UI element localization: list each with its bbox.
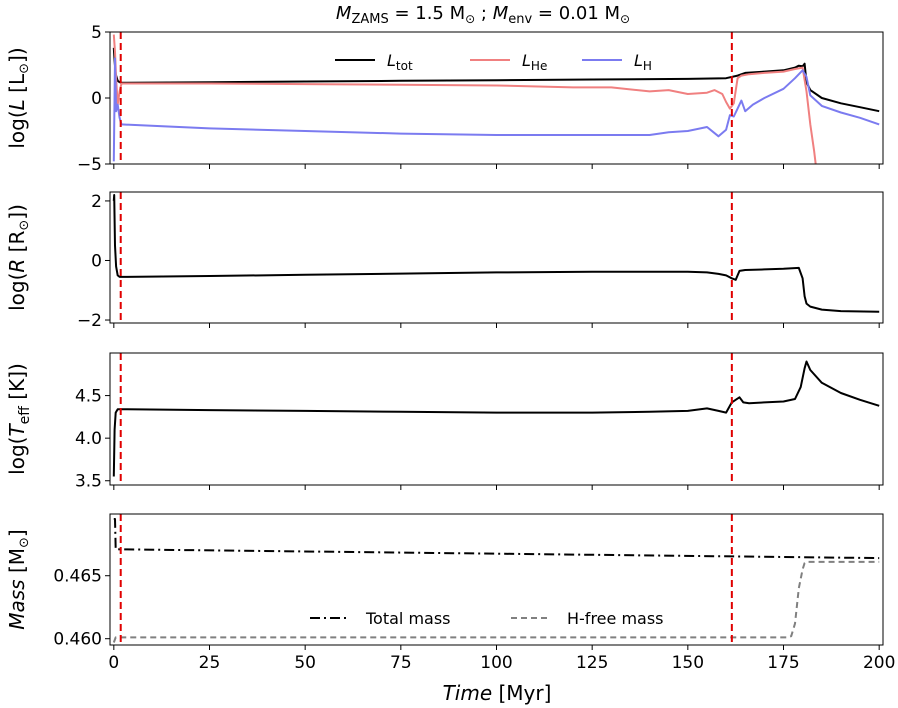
legend-label: LHe: [522, 51, 547, 73]
legend-symbol: L: [634, 51, 643, 70]
x-tick-label: 150: [672, 653, 704, 673]
y-axis-label-mass: Mass [M⊙]: [5, 529, 32, 630]
panel-radius: −2 0 2 log(R [R⊙]): [5, 191, 884, 331]
y-tick-label: −5: [77, 155, 102, 175]
ylabel-pre: log(: [5, 437, 29, 475]
axes-frame: [109, 513, 884, 646]
ylabel-symbol: T: [5, 423, 29, 437]
ylabel-post: ]): [5, 204, 29, 220]
y-tick-label: −2: [77, 311, 102, 331]
series-line-log-r: [112, 194, 880, 313]
series-line-l-h: [112, 57, 880, 162]
ylabel-subscript: eff: [17, 406, 33, 425]
ylabel-post: ]): [5, 47, 29, 63]
ylabel-symbol: Mass: [5, 579, 29, 629]
y-tick-label: 4.5: [75, 387, 102, 407]
y-axis-label-teff: log(Teff [K]): [5, 363, 33, 475]
plot-area-luminosity: [112, 34, 880, 164]
ylabel-unit: [M: [5, 548, 29, 579]
y-tick-label: 0: [91, 251, 102, 271]
axes-frame: [109, 31, 884, 165]
x-tick-label: 0: [108, 653, 119, 673]
legend-mass: Total mass H-free mass: [310, 609, 664, 628]
legend-label: LH: [634, 51, 652, 73]
y-tick-label: 0: [91, 89, 102, 109]
x-tick-label: 75: [390, 653, 412, 673]
y-tick-label: 2: [91, 192, 102, 212]
legend-label: Total mass: [365, 609, 451, 628]
x-axis-label: Time [Myr]: [443, 681, 552, 705]
chart-title: MZAMS = 1.5 M⊙ ; Menv = 0.01 M⊙: [336, 3, 630, 27]
series-line-h-free-mass: [112, 560, 880, 643]
x-tick-label: 100: [480, 653, 512, 673]
axes-frame: [109, 352, 884, 486]
y-tick-label: 5: [91, 23, 102, 43]
ylabel-post: ]: [5, 529, 29, 537]
ylabel-unit: [K]): [5, 363, 29, 406]
ylabel-symbol: R: [5, 259, 29, 273]
ylabel-pre: log(: [5, 273, 29, 311]
ylabel-sun-symbol: ⊙: [17, 537, 32, 548]
legend-symbol: L: [387, 51, 396, 70]
legend-label: H-free mass: [567, 609, 664, 628]
legend-subscript: He: [531, 59, 547, 73]
x-tick-label: 25: [199, 653, 221, 673]
legend-subscript: tot: [396, 59, 413, 73]
axes-frame: [109, 191, 884, 324]
panel-teff: 3.5 4.0 4.5 log(Teff [K]): [5, 352, 884, 492]
legend-label: Ltot: [387, 51, 413, 73]
ylabel-unit: [R: [5, 231, 29, 259]
y-axis-label-luminosity: log(L [L⊙]): [5, 47, 32, 148]
series-line-total-mass: [113, 518, 880, 560]
ylabel-unit: [L: [5, 73, 29, 99]
ylabel-sun-symbol: ⊙: [17, 63, 32, 74]
x-tick-label: 125: [576, 653, 608, 673]
ylabel-sun-symbol: ⊙: [17, 220, 32, 231]
x-tick-label: 50: [294, 653, 316, 673]
x-tick-label: 175: [767, 653, 799, 673]
plot-area-teff: [112, 360, 880, 477]
y-tick-label: 0.465: [53, 567, 102, 587]
plot-area-radius: [112, 194, 880, 313]
legend-luminosity: Ltot LHe LH: [335, 51, 652, 73]
ylabel-pre: log(: [5, 110, 29, 148]
x-tick-label: 200: [863, 653, 895, 673]
y-tick-label: 4.0: [75, 429, 102, 449]
y-axis-label-radius: log(R [R⊙]): [5, 204, 32, 311]
legend-symbol: L: [522, 51, 531, 70]
y-tick-label: 3.5: [75, 472, 102, 492]
y-tick-label: 0.460: [53, 630, 102, 650]
series-line-l-tot: [112, 47, 880, 113]
ylabel-symbol: L: [5, 99, 29, 110]
panel-mass: 0 25 50 75 100 125 150 175 200 0.460 0.465 Mass [M⊙…: [5, 513, 895, 673]
series-line-log-teff: [112, 360, 880, 477]
series-line-l-he: [112, 34, 817, 164]
plot-area-mass: [112, 518, 880, 643]
legend-subscript: H: [643, 59, 652, 73]
